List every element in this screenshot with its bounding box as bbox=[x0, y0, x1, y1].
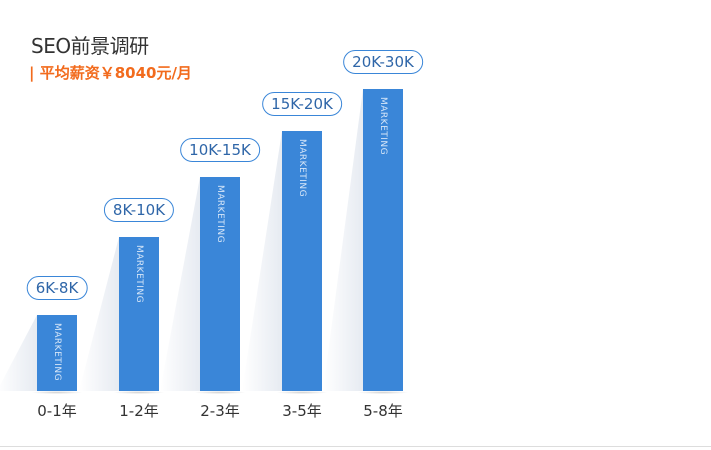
bar: MARKETING bbox=[282, 131, 322, 391]
bar: MARKETING bbox=[200, 177, 240, 391]
data-label: 6K-8K bbox=[26, 276, 88, 300]
data-label: 10K-15K bbox=[180, 138, 260, 162]
x-tick-label: 2-3年 bbox=[200, 402, 240, 420]
bar-base-shadow bbox=[113, 391, 165, 394]
bar-text: MARKETING bbox=[215, 185, 225, 244]
bar-shadow bbox=[242, 131, 282, 391]
bar-shadow bbox=[0, 315, 37, 391]
bar-base-shadow bbox=[276, 391, 328, 394]
bar-base-shadow bbox=[194, 391, 246, 394]
chart-title: SEO前景调研 bbox=[31, 34, 149, 58]
x-tick-label: 3-5年 bbox=[282, 402, 322, 420]
divider bbox=[0, 446, 711, 447]
bar-base-shadow bbox=[31, 391, 83, 394]
bar-base-shadow bbox=[357, 391, 409, 394]
data-label: 20K-30K bbox=[343, 50, 423, 74]
bar-text: MARKETING bbox=[378, 97, 388, 156]
data-label: 8K-10K bbox=[103, 198, 175, 222]
bar-shadow bbox=[323, 89, 363, 391]
chart-subtitle: | 平均薪资￥8040元/月 bbox=[29, 64, 192, 82]
bar-text: MARKETING bbox=[52, 323, 62, 382]
bar-text: MARKETING bbox=[297, 139, 307, 198]
bar: MARKETING bbox=[119, 237, 159, 391]
bar: MARKETING bbox=[363, 89, 403, 391]
bar: MARKETING bbox=[37, 315, 77, 391]
data-label: 15K-20K bbox=[262, 92, 342, 116]
x-tick-label: 1-2年 bbox=[119, 402, 159, 420]
x-tick-label: 0-1年 bbox=[37, 402, 77, 420]
x-tick-label: 5-8年 bbox=[363, 402, 403, 420]
bar-shadow bbox=[79, 237, 119, 391]
bar-text: MARKETING bbox=[134, 245, 144, 304]
